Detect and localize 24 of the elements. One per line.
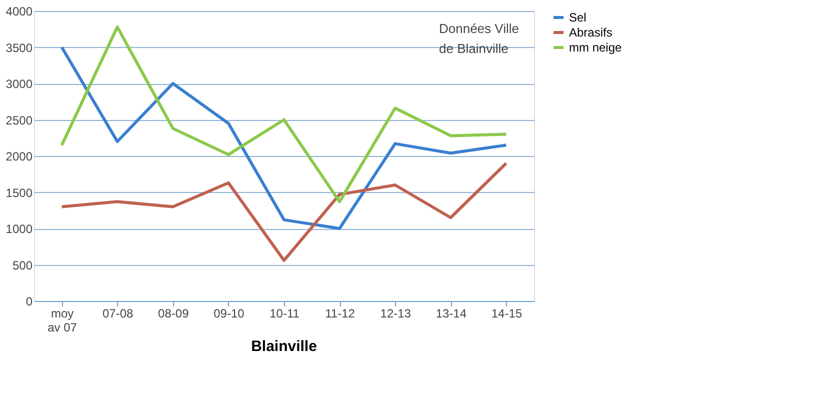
y-tick-label: 4000 bbox=[6, 4, 33, 18]
x-tick-label: moy av 07 bbox=[48, 306, 78, 334]
x-tick-label: 12-13 bbox=[380, 306, 412, 320]
legend-label: Sel bbox=[569, 10, 586, 24]
y-tick-label: 500 bbox=[12, 258, 33, 272]
y-tick-label: 1000 bbox=[6, 222, 33, 236]
x-tick-label: 07-08 bbox=[102, 306, 134, 320]
legend-label: Abrasifs bbox=[569, 26, 612, 40]
line-series bbox=[60, 162, 508, 262]
x-tick-label: 14-15 bbox=[491, 306, 522, 320]
x-tick-label: 13-14 bbox=[436, 306, 467, 320]
x-tick-label: 09-10 bbox=[214, 306, 245, 320]
y-tick-label: 1500 bbox=[6, 186, 33, 200]
y-tick-label: 0 bbox=[26, 294, 33, 308]
x-tick-label: 10-11 bbox=[270, 306, 300, 320]
x-tick-label: 11-12 bbox=[325, 306, 356, 320]
y-tick-label: 3000 bbox=[6, 77, 33, 91]
legend-label: mm neige bbox=[569, 40, 622, 54]
y-tick-label: 2500 bbox=[6, 113, 33, 128]
line-series bbox=[60, 46, 508, 230]
y-tick-label: 3500 bbox=[6, 40, 33, 55]
x-tick-label: 08-09 bbox=[158, 306, 190, 320]
text: Blainville bbox=[251, 338, 317, 355]
y-tick-label: 2000 bbox=[6, 150, 33, 164]
